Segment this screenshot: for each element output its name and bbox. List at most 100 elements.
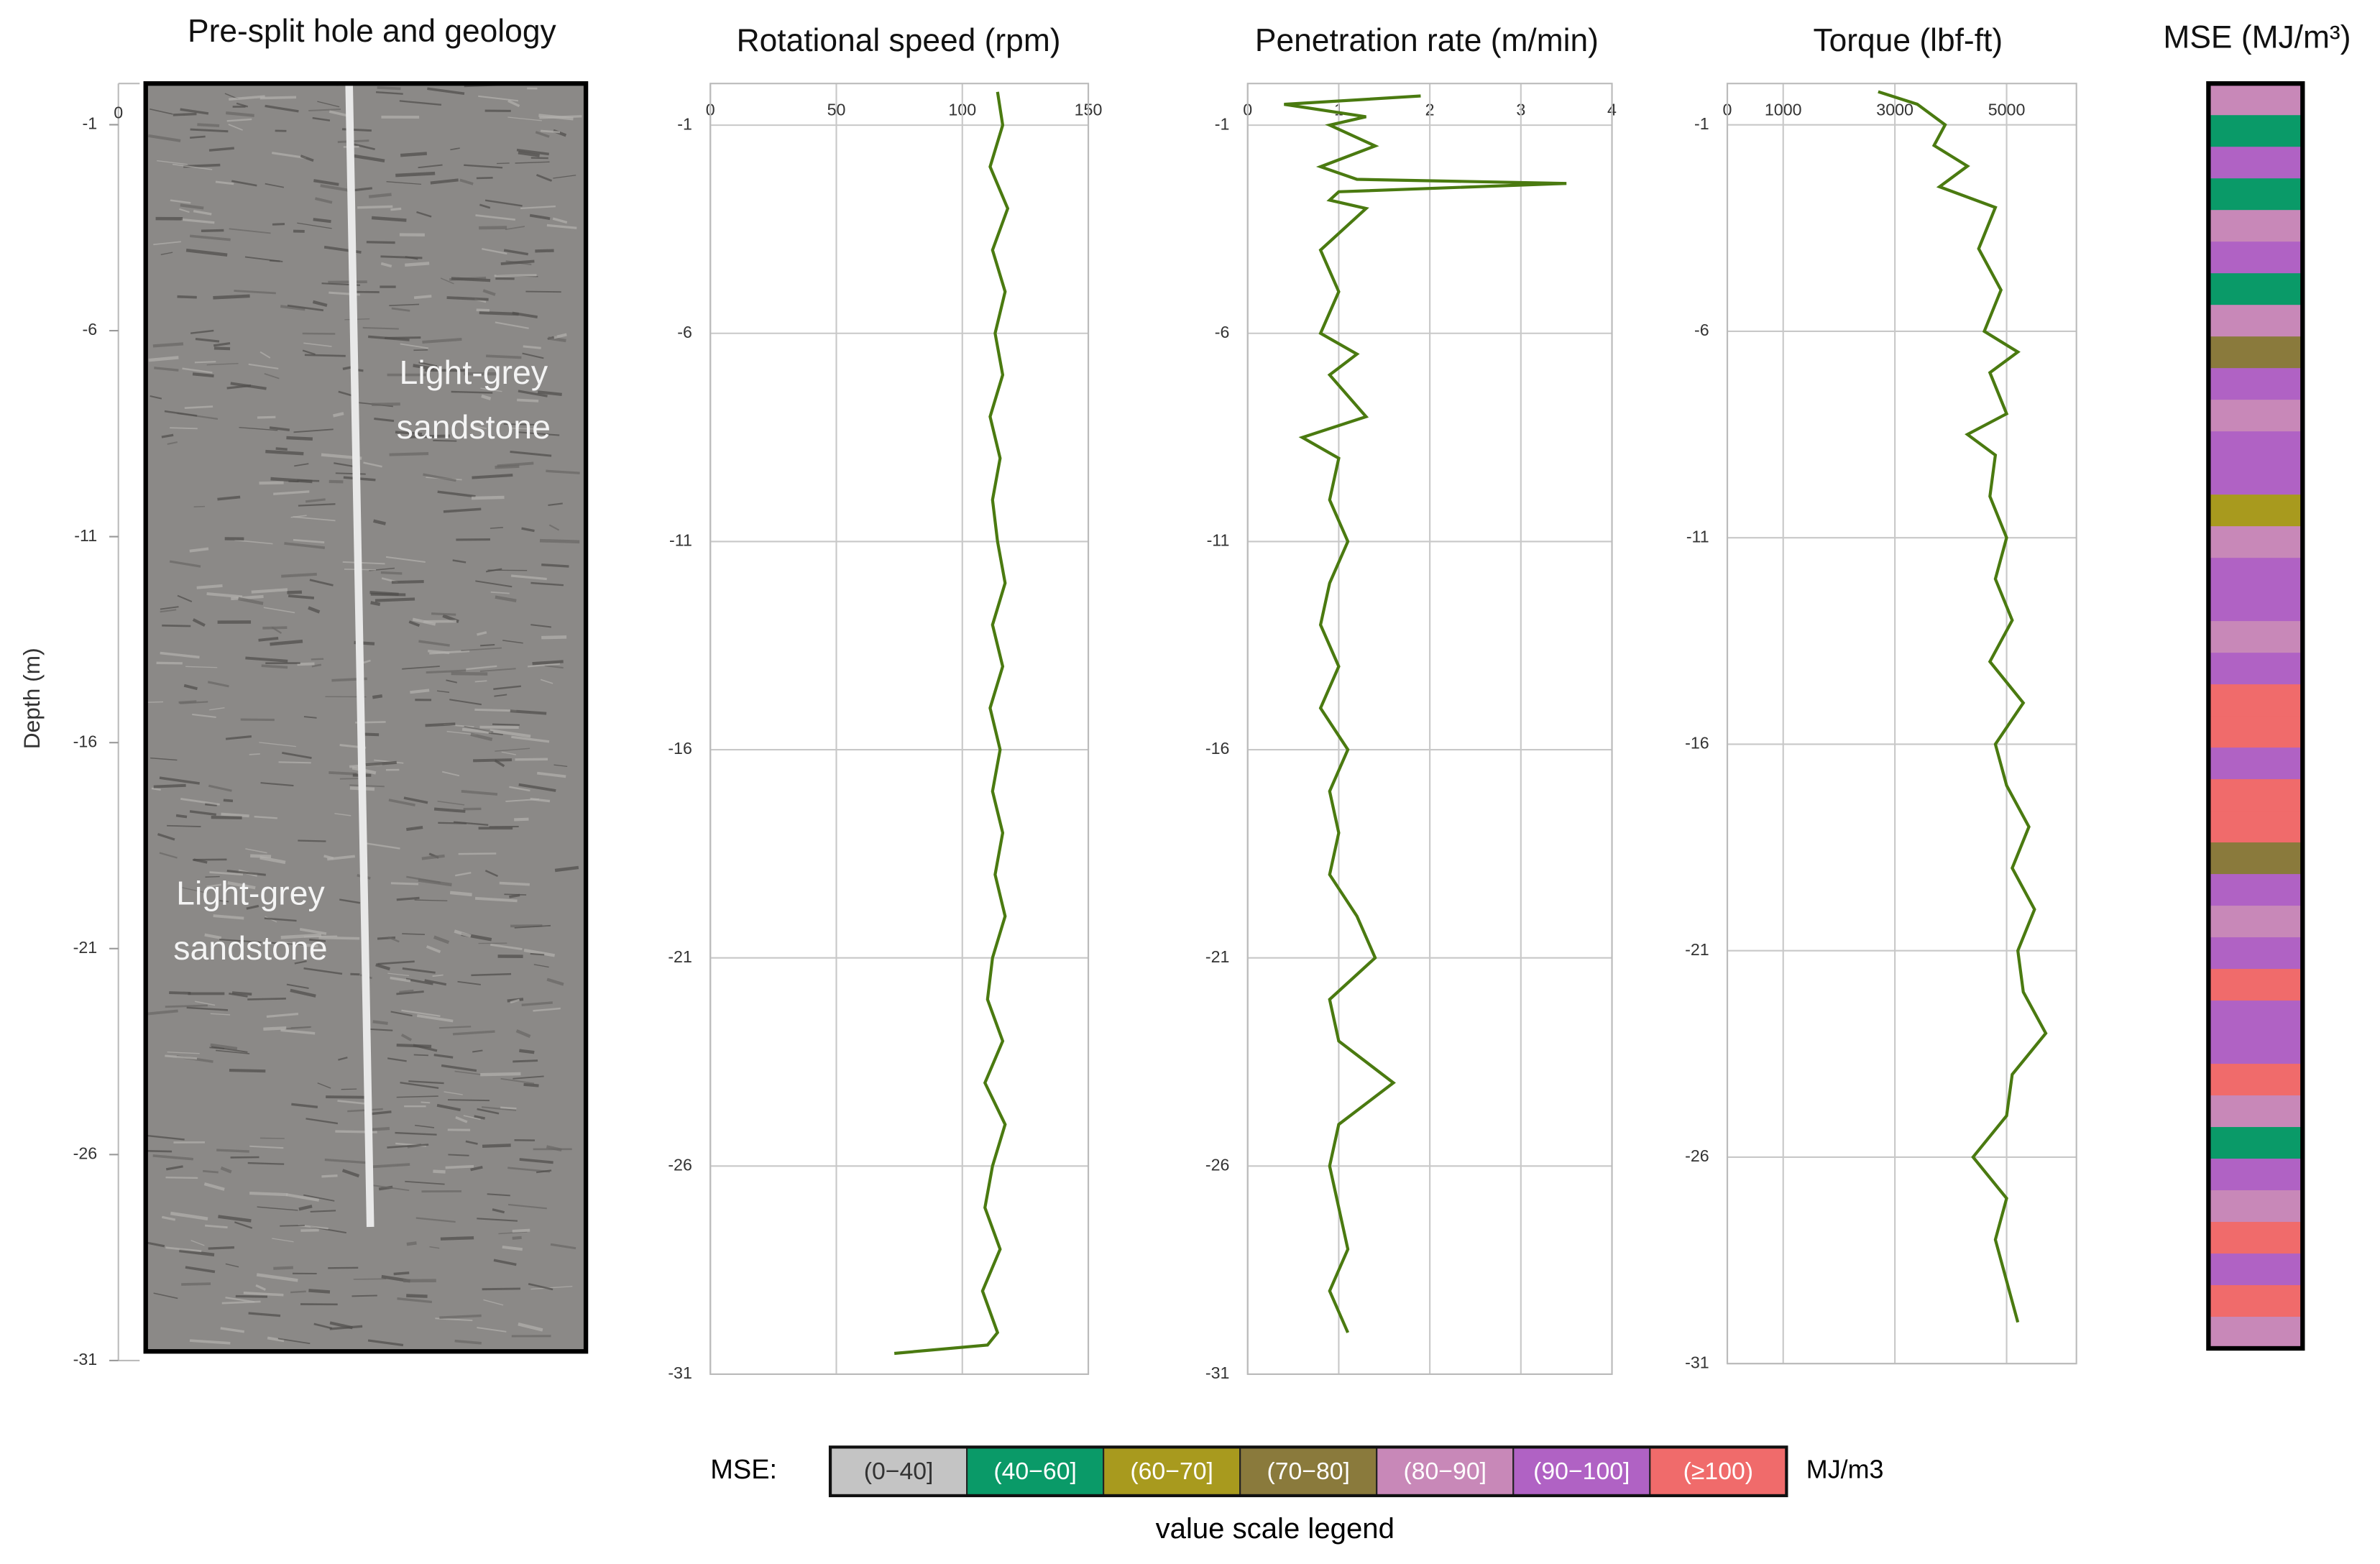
rock-crack <box>546 1145 562 1152</box>
legend-entry: (70−80] <box>1267 1458 1349 1485</box>
rock-crack <box>377 960 415 965</box>
rock-crack <box>389 303 420 307</box>
rock-crack <box>377 936 396 940</box>
rock-crack <box>546 469 580 474</box>
rock-crack <box>511 735 550 743</box>
rock-crack <box>192 713 216 719</box>
rock-crack <box>437 490 476 498</box>
rock-crack <box>165 1004 208 1008</box>
rock-crack <box>332 412 344 418</box>
rock-crack <box>533 1007 561 1012</box>
rock-crack <box>403 796 428 804</box>
rock-crack <box>482 248 507 255</box>
rock-crack <box>493 685 521 690</box>
y-tick-label: -1 <box>82 114 97 133</box>
rock-crack <box>192 618 206 627</box>
y-tick-label: -6 <box>677 323 692 341</box>
rock-crack <box>510 998 520 1004</box>
rock-crack <box>154 367 179 372</box>
rock-crack <box>481 1106 517 1111</box>
rock-crack <box>184 405 213 410</box>
mse-band <box>2208 811 2303 843</box>
rock-crack <box>480 387 502 392</box>
rock-crack <box>455 1116 468 1123</box>
rock-crack <box>363 461 382 468</box>
rock-crack <box>313 218 331 224</box>
rock-crack <box>190 1240 205 1246</box>
rock-crack <box>375 963 391 971</box>
rock-crack <box>165 1165 183 1171</box>
rock-crack <box>492 1208 505 1214</box>
rock-crack <box>548 502 563 506</box>
rock-crack <box>317 101 340 108</box>
rock-crack <box>180 218 215 224</box>
rock-crack <box>510 574 547 581</box>
rock-crack <box>509 893 520 898</box>
rock-crack <box>390 1011 413 1017</box>
rock-crack <box>405 262 430 267</box>
rock-crack <box>387 936 400 943</box>
rock-crack <box>540 678 553 684</box>
rock-crack <box>441 1064 477 1072</box>
rock-crack <box>370 592 406 597</box>
rock-crack <box>145 1241 165 1248</box>
rock-crack <box>436 1103 461 1112</box>
rock-crack <box>366 1028 393 1031</box>
rock-crack <box>451 671 488 676</box>
rock-crack <box>510 450 552 457</box>
rock-crack <box>418 640 450 647</box>
rock-crack <box>213 294 250 300</box>
rock-crack <box>286 436 313 441</box>
rock-crack <box>537 390 562 396</box>
rock-crack <box>438 1026 472 1029</box>
rock-crack <box>225 735 252 740</box>
rock-crack <box>518 431 560 436</box>
rock-crack <box>153 241 181 246</box>
y-tick-label: -21 <box>1685 940 1709 959</box>
rock-crack <box>400 152 428 157</box>
rock-crack <box>334 813 352 816</box>
rock-crack <box>291 1103 318 1109</box>
rock-crack <box>371 402 400 406</box>
rock-crack <box>183 684 198 691</box>
rock-crack <box>464 725 494 733</box>
rock-crack <box>195 1000 216 1006</box>
mse-band <box>2208 147 2303 180</box>
y-tick-label: -11 <box>74 526 97 545</box>
rock-crack <box>521 527 535 533</box>
rock-crack <box>475 214 516 221</box>
rock-crack <box>430 178 459 185</box>
rock-crack <box>368 193 392 198</box>
rock-crack <box>324 1158 367 1164</box>
rock-crack <box>209 707 225 711</box>
rock-crack <box>263 1026 287 1031</box>
rock-crack <box>256 1273 298 1282</box>
rock-crack <box>172 163 213 170</box>
rock-crack <box>189 547 209 553</box>
rock-crack <box>225 1263 239 1268</box>
legend-swatch <box>966 1446 1105 1496</box>
y-tick-label: -16 <box>1205 739 1230 758</box>
mse-band <box>2208 1095 2303 1128</box>
rock-crack <box>226 869 266 876</box>
rock-crack <box>533 964 549 968</box>
rock-crack <box>495 464 520 469</box>
rock-crack <box>298 1205 313 1211</box>
rock-crack <box>516 148 549 156</box>
rock-crack <box>445 1164 474 1169</box>
mse-band <box>2208 494 2303 527</box>
rock-crack <box>440 1236 474 1241</box>
legend-frame <box>828 1445 1788 1498</box>
rock-crack <box>189 810 217 816</box>
rock-crack <box>335 472 366 475</box>
rock-crack <box>374 418 395 423</box>
rock-crack <box>257 415 276 419</box>
rock-crack <box>372 1184 410 1192</box>
y-tick-label: -31 <box>668 1363 692 1382</box>
rock-crack <box>514 817 529 822</box>
rock-crack <box>365 760 397 767</box>
rock-crack <box>238 597 264 605</box>
geology-annotation: sandstone <box>173 929 327 967</box>
rock-crack <box>152 1154 194 1161</box>
rock-crack <box>387 1057 407 1062</box>
